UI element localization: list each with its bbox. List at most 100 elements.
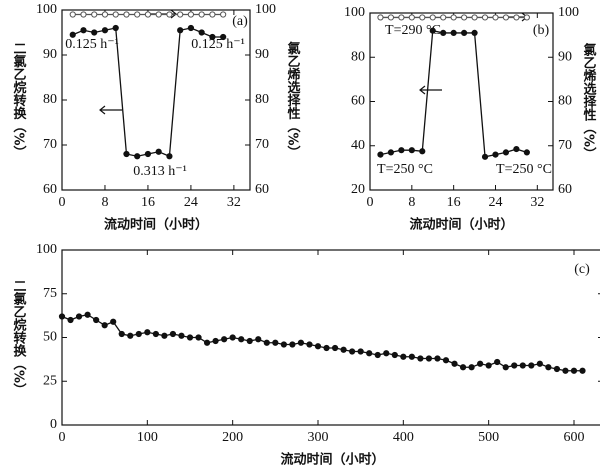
y-tick-label: 0 [50,417,57,432]
y-tick-label: 50 [43,330,57,345]
data-point [349,348,356,355]
y2-tick-label: 60 [255,182,269,197]
x-tick-label: 24 [488,195,502,210]
data-point [118,330,125,338]
data-point [178,332,185,339]
data-point [374,351,381,359]
y-tick-label: 80 [351,49,365,64]
y-tick-label: 75 [43,286,57,301]
data-point [187,24,195,32]
x-tick-label: 500 [478,430,499,445]
data-point [152,330,159,338]
x-tick-label: 16 [141,195,155,210]
data-point [492,14,499,21]
data-point [387,149,395,156]
data-point [523,14,530,21]
data-point [209,33,216,41]
x-tick-label: 32 [227,195,241,210]
data-point [417,355,424,362]
x-tick-label: 100 [137,430,158,445]
x-tick-label: 400 [393,430,414,445]
data-point [123,11,130,18]
data-point [391,351,398,359]
data-point [186,334,194,341]
x-tick-label: 24 [184,195,198,210]
data-point [134,11,141,18]
x-axis-label: 流动时间（小时） [104,217,208,233]
data-point [127,332,134,339]
data-point [387,14,395,21]
data-point [166,153,173,160]
data-point [272,339,279,346]
data-point [195,334,202,341]
data-point [398,147,405,154]
data-point [263,339,270,346]
data-point [110,318,117,325]
y2-tick-label: 70 [255,137,269,152]
data-point [419,14,426,21]
data-point [166,11,173,18]
data-point [297,339,305,346]
y2-tick-label: 100 [558,5,579,20]
data-point [408,147,415,154]
data-point [69,11,76,18]
data-point [377,14,384,21]
data-point [425,355,433,362]
data-point [485,362,492,369]
data-point [408,14,415,21]
y2-tick-label: 90 [558,49,572,64]
data-point [461,29,468,37]
y2-tick-label: 90 [255,47,269,62]
annotation: T=290 °C [385,23,441,38]
data-point [75,313,83,320]
data-point [255,336,262,343]
x-axis-label: 流动时间（小时） [280,452,384,468]
data-point [80,27,87,34]
data-point [246,337,253,345]
data-point [289,341,296,348]
data-point [280,341,287,348]
data-point [67,316,74,324]
y2-axis-label: 氯乙烯选择性（%） [285,41,302,159]
x-tick-label: 200 [222,430,243,445]
annotation: 0.125 h⁻¹ [191,37,245,52]
data-point [440,29,447,37]
data-point [198,11,205,18]
data-point [383,350,390,357]
data-point [238,336,245,343]
data-point [471,29,478,37]
arrow-head [99,105,106,115]
data-point [523,149,530,156]
data-point [357,348,364,355]
data-point [398,14,405,21]
y-tick-label: 25 [43,373,57,388]
data-point [513,145,520,153]
data-point [220,33,227,41]
data-point [471,14,478,21]
y-tick-label: 80 [43,92,57,107]
annotation: (a) [232,14,248,29]
x-tick-label: 300 [307,430,328,445]
data-point [366,350,373,357]
data-point [112,11,119,18]
data-point [400,353,407,360]
data-point [440,14,447,21]
data-point [408,353,415,360]
data-point [84,311,91,318]
data-point [221,336,228,343]
y2-axis-label: 氯乙烯选择性（%） [581,42,598,160]
annotation: 0.125 h⁻¹ [65,37,119,52]
y-tick-label: 90 [43,47,57,62]
x-tick-label: 0 [59,195,66,210]
data-point [331,344,339,352]
data-point [144,11,152,18]
data-point [502,149,510,156]
x-tick-label: 0 [59,430,66,445]
data-point [377,151,384,158]
y2-tick-label: 60 [558,182,572,197]
data-point [101,322,108,329]
data-point [134,153,141,160]
data-point [477,360,484,367]
y2-tick-label: 80 [558,94,572,109]
data-point [419,148,426,155]
